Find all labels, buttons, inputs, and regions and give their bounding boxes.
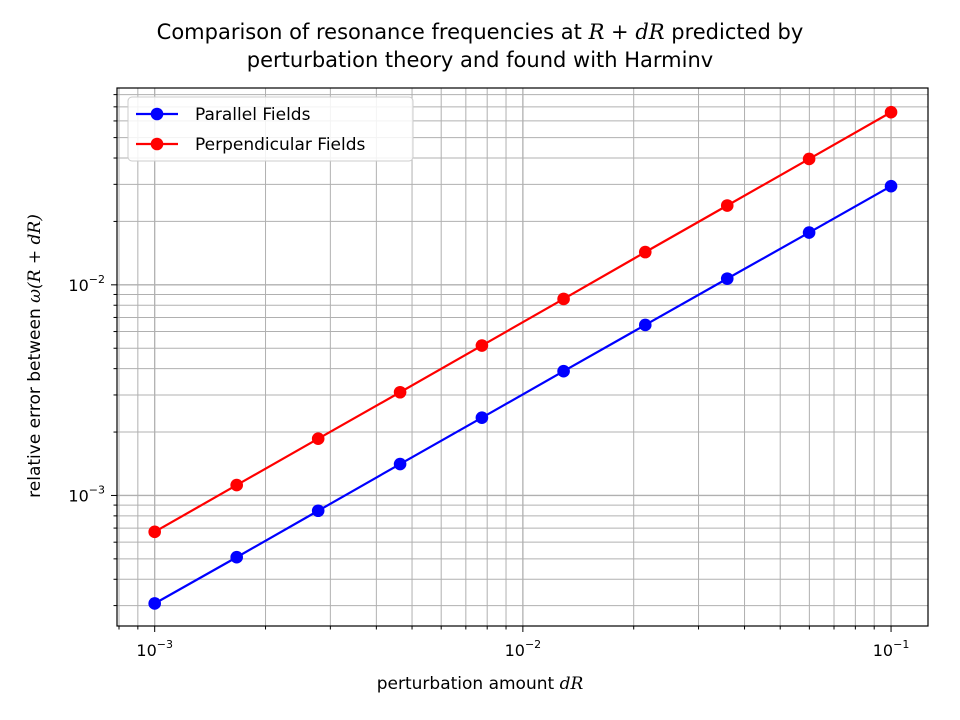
x-tick-label: 10−2 <box>505 638 542 660</box>
data-point-parallel-fields <box>311 504 325 518</box>
y-tick-label: 10−3 <box>68 483 105 505</box>
data-point-perpendicular-fields <box>311 432 325 445</box>
data-point-perpendicular-fields <box>230 478 243 492</box>
data-point-parallel-fields <box>230 550 243 564</box>
data-point-perpendicular-fields <box>148 525 161 539</box>
legend-label-perpendicular-fields: Perpendicular Fields <box>195 135 366 155</box>
data-point-parallel-fields <box>475 411 489 424</box>
data-point-perpendicular-fields <box>475 339 489 352</box>
data-point-parallel-fields <box>884 179 898 193</box>
x-tick-label: 10−1 <box>873 638 910 660</box>
chart-title-line-2: perturbation theory and found with Harmi… <box>246 48 714 72</box>
series-line-perpendicular-fields <box>154 111 892 533</box>
data-point-perpendicular-fields <box>720 199 734 212</box>
chart-title-line-1: Comparison of resonance frequencies at R… <box>156 20 804 44</box>
data-point-parallel-fields <box>638 318 652 332</box>
data-point-parallel-fields <box>148 597 161 610</box>
data-point-perpendicular-fields <box>393 385 407 399</box>
legend: Parallel Fields Perpendicular Fields <box>127 96 414 162</box>
data-point-perpendicular-fields <box>638 245 652 259</box>
data-point-perpendicular-fields <box>884 105 898 119</box>
legend-box <box>127 96 414 162</box>
x-axis-label: perturbation amount dR <box>376 674 584 694</box>
series-parallel-fields <box>148 179 898 610</box>
x-tick-label: 10−3 <box>136 638 173 660</box>
legend-marker-perpendicular-fields <box>150 137 164 151</box>
ticks: 10−3 10−2 10−1 10−3 10−2 <box>68 94 910 660</box>
y-tick-label: 10−2 <box>68 273 105 295</box>
series-layer <box>148 105 898 610</box>
series-perpendicular-fields <box>148 105 898 539</box>
data-point-perpendicular-fields <box>802 152 816 166</box>
data-point-parallel-fields <box>720 272 734 285</box>
legend-marker-parallel-fields <box>150 107 164 121</box>
data-point-parallel-fields <box>557 364 570 378</box>
legend-label-parallel-fields: Parallel Fields <box>195 105 311 125</box>
data-point-parallel-fields <box>802 226 816 239</box>
y-axis-label: relative error between ω(R + dR) <box>25 214 45 498</box>
data-point-parallel-fields <box>393 457 407 471</box>
series-line-parallel-fields <box>154 185 892 605</box>
grid <box>117 88 928 626</box>
data-point-perpendicular-fields <box>557 292 570 306</box>
